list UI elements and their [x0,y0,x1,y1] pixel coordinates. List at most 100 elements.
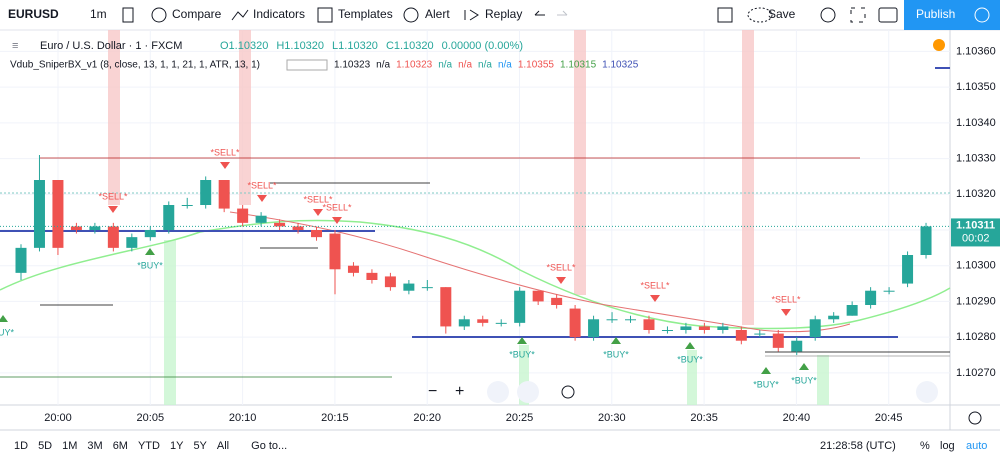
scroll-left[interactable] [487,381,509,403]
settings-icon[interactable] [820,7,836,23]
replay-icon[interactable] [464,9,479,21]
candle-body [144,230,156,238]
ohlc-value: L1.10320 [332,40,378,52]
range-button[interactable]: YTD [138,440,160,452]
indicator-value: n/a [478,60,492,71]
publish-arrow[interactable] [974,7,990,23]
candle-body [200,180,212,205]
compare[interactable]: Compare [172,7,222,21]
sell-signal: *SELL* [322,202,352,212]
replay[interactable]: Replay [485,7,522,21]
buy-signal: *BUY* [753,379,779,389]
auto-toggle[interactable]: auto [966,440,987,452]
candle-body [569,308,581,338]
symbol[interactable]: EURUSD [8,7,59,21]
price-label: 1.10300 [956,260,996,272]
candle-body [181,205,193,206]
indicator-value: n/a [458,60,472,71]
candle-body [735,330,747,341]
buy-arrow-bar [519,345,529,405]
goto[interactable]: Go to... [251,440,287,452]
time-label: 20:35 [690,412,718,424]
indicators[interactable]: Indicators [253,7,305,21]
range-button[interactable]: 5D [38,440,52,452]
zoom-in[interactable]: + [455,383,464,400]
buy-signal: *BUY* [677,354,703,364]
candle-body [311,230,323,238]
candle-body [477,319,489,323]
snapshot-icon[interactable] [878,7,898,23]
last-price-tag [951,218,1000,247]
chart-type-icon[interactable] [122,7,134,23]
candle-body [588,319,600,338]
buy-signal: *BUY* [603,349,629,359]
candle-body [421,287,433,289]
candle-body [772,333,784,348]
publish-button[interactable] [904,0,1000,30]
sell-signal: *SELL* [247,180,277,190]
range-button[interactable]: 6M [113,440,128,452]
log-toggle[interactable]: log [940,440,955,452]
axis-settings[interactable] [968,411,982,425]
nav-controls: − + [428,381,938,403]
buy-arrow [517,337,527,344]
sell-arrow-bar [574,30,586,295]
publish[interactable]: Publish [916,7,955,21]
candle-body [347,265,359,273]
candle-body [883,290,895,292]
interval[interactable]: 1m [90,7,107,21]
last-price: 1.10311 [956,219,995,231]
indicators-icon[interactable] [231,9,249,21]
save[interactable]: Save [768,7,796,21]
sell-arrow [650,295,660,302]
indicator-controls[interactable] [286,59,328,71]
candle-body [495,322,507,324]
scroll-end[interactable] [916,381,938,403]
templates[interactable]: Templates [338,7,393,21]
candle-body [643,319,655,330]
range-button[interactable]: All [217,440,229,452]
warning-icon[interactable] [933,39,945,51]
candle-body [791,340,803,352]
ohlc-value: O1.10320 [220,40,268,52]
candle-body [902,255,914,284]
candle-body [89,226,101,230]
time-label: 20:25 [506,412,534,424]
range-button[interactable]: 3M [87,440,102,452]
undo-icon[interactable] [534,10,545,16]
zoom-out[interactable]: − [428,383,437,400]
range-button[interactable]: 1Y [170,440,184,452]
range-button[interactable]: 1M [62,440,77,452]
range-button[interactable]: 5Y [193,440,207,452]
candle-body [625,319,637,321]
percent-toggle[interactable]: % [920,440,930,452]
scroll-right[interactable] [517,381,539,403]
candle-body [292,226,304,230]
buy-arrow [685,342,695,349]
reset[interactable] [561,385,575,399]
sell-arrow [257,195,267,202]
sell-arrow [220,162,230,169]
candle-body [107,226,119,248]
expand-icon[interactable] [850,7,866,23]
collapse-icon[interactable]: ≡ [12,40,18,52]
cloud-icon[interactable] [747,7,773,23]
sell-signal: *SELL* [771,294,801,304]
indicator-value: 1.10355 [518,60,555,71]
fullscreen-box[interactable] [717,7,733,23]
range-button[interactable]: 1D [14,440,28,452]
buy-arrow [145,248,155,255]
templates-icon[interactable] [317,7,333,23]
buy-arrow-bar [164,240,176,405]
alert[interactable]: Alert [425,7,450,21]
price-label: 1.10340 [956,117,996,129]
redo-icon[interactable] [557,10,568,16]
alert-icon[interactable] [403,7,419,23]
candle-body [458,319,470,327]
candle-body [15,247,27,273]
compare-icon[interactable] [151,7,167,23]
candle-body [126,237,138,248]
sell-signal: *SELL* [546,262,576,272]
